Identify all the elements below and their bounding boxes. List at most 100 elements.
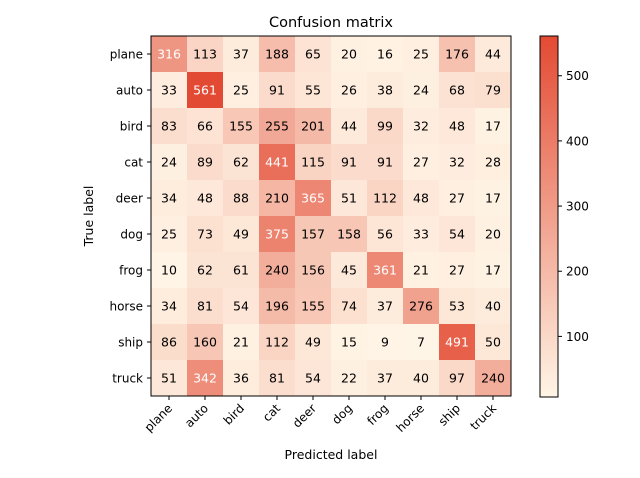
cell-value-label: 16 [377, 47, 393, 62]
cell-value-label: 196 [265, 299, 289, 314]
heatmap-cell [151, 324, 188, 361]
heatmap-cell [259, 36, 296, 73]
colorbar-tick-label: 300 [566, 200, 589, 214]
heatmap-cell [223, 252, 260, 289]
cell-value-label: 56 [377, 227, 393, 242]
cell-value-label: 40 [413, 371, 429, 386]
cell-value-label: 157 [301, 227, 325, 242]
cell-value-label: 88 [233, 191, 249, 206]
heatmap-cell [403, 288, 440, 325]
heatmap-cell [403, 144, 440, 181]
heatmap-cell [475, 36, 512, 73]
cell-value-label: 55 [305, 83, 321, 98]
x-tick-label: ship [436, 401, 463, 428]
heatmap-cell [475, 108, 512, 145]
cell-value-label: 54 [449, 227, 465, 242]
cell-value-label: 188 [265, 47, 289, 62]
heatmap-cell [151, 36, 188, 73]
cell-value-label: 45 [341, 263, 357, 278]
cell-value-label: 54 [233, 299, 249, 314]
cell-value-label: 38 [377, 83, 393, 98]
heatmap-cell [367, 108, 404, 145]
cell-value-label: 81 [197, 299, 213, 314]
cell-value-label: 37 [377, 299, 393, 314]
colorbar-tick-label: 500 [566, 69, 589, 83]
heatmap-cell [187, 180, 224, 217]
cell-value-label: 115 [301, 155, 325, 170]
cell-value-label: 99 [377, 119, 393, 134]
y-axis-label: True label [81, 186, 96, 248]
heatmap-cell [331, 324, 368, 361]
cell-value-label: 89 [197, 155, 213, 170]
heatmap-cell [259, 180, 296, 217]
heatmap-cell [187, 144, 224, 181]
y-axis-ticks: plane auto bird cat deer dog frog horse ship truc… [109, 48, 151, 386]
heatmap-cell [187, 360, 224, 397]
cell-value-label: 25 [413, 47, 429, 62]
cell-value-label: 28 [485, 155, 501, 170]
y-tick-label: cat [124, 156, 143, 170]
heatmap-cell [223, 144, 260, 181]
cell-value-label: 27 [449, 263, 465, 278]
heatmap-cell [187, 216, 224, 253]
heatmap-cell [187, 324, 224, 361]
heatmap-cell [151, 252, 188, 289]
heatmap-cell [151, 108, 188, 145]
heatmap-cell [439, 324, 476, 361]
cell-value-label: 34 [161, 191, 177, 206]
cell-value-label: 51 [161, 371, 177, 386]
heatmap-cell [259, 324, 296, 361]
cell-value-label: 176 [445, 47, 469, 62]
cell-value-label: 17 [485, 191, 501, 206]
cell-value-label: 33 [161, 83, 177, 98]
heatmap-cell [367, 288, 404, 325]
heatmap-cell [223, 288, 260, 325]
cell-value-label: 342 [193, 371, 217, 386]
cell-value-label: 21 [233, 335, 249, 350]
cell-value-label: 37 [233, 47, 249, 62]
cell-value-label: 65 [305, 47, 321, 62]
heatmap-cell [223, 360, 260, 397]
x-tick-label: deer [290, 401, 319, 430]
colorbar-tick-label: 200 [566, 265, 589, 279]
heatmap-cell [439, 72, 476, 109]
cell-value-label: 158 [337, 227, 361, 242]
heatmap-cell [331, 360, 368, 397]
heatmap-cell [475, 216, 512, 253]
cell-value-label: 21 [413, 263, 429, 278]
cell-value-label: 37 [377, 371, 393, 386]
heatmap-cell [367, 216, 404, 253]
heatmap-cell [259, 252, 296, 289]
cell-value-label: 441 [265, 155, 289, 170]
x-tick-label: auto [182, 401, 211, 430]
cell-value-label: 375 [265, 227, 289, 242]
heatmap-cell [259, 288, 296, 325]
cell-value-label: 74 [341, 299, 357, 314]
cell-value-label: 79 [485, 83, 501, 98]
heatmap-cell [331, 180, 368, 217]
cell-value-label: 240 [481, 371, 505, 386]
cell-value-label: 44 [485, 47, 501, 62]
cell-value-label: 255 [265, 119, 289, 134]
heatmap-cell [331, 72, 368, 109]
heatmap-cell [259, 72, 296, 109]
heatmap-cell [403, 252, 440, 289]
heatmap-cell [367, 36, 404, 73]
cell-value-label: 73 [197, 227, 213, 242]
cell-value-label: 155 [229, 119, 253, 134]
heatmap-cell [295, 324, 332, 361]
heatmap-cell [151, 180, 188, 217]
cell-value-label: 50 [485, 335, 501, 350]
heatmap-cell [259, 108, 296, 145]
cell-value-label: 91 [269, 83, 285, 98]
cell-value-label: 155 [301, 299, 325, 314]
heatmap-cell [295, 360, 332, 397]
heatmap-cell [475, 72, 512, 109]
cell-value-label: 24 [413, 83, 429, 98]
heatmap-cell [439, 144, 476, 181]
heatmap-cell [367, 324, 404, 361]
cell-value-label: 62 [233, 155, 249, 170]
cell-value-label: 365 [301, 191, 325, 206]
cell-value-label: 61 [233, 263, 249, 278]
